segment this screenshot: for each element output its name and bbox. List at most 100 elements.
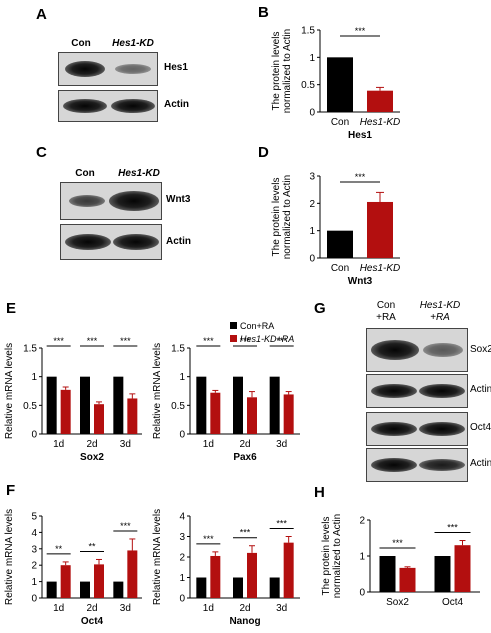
y-tick-label: 3 <box>179 532 185 543</box>
y-tick-label: 1.5 <box>171 344 185 355</box>
significance-marker: *** <box>87 336 98 346</box>
bar <box>80 376 90 434</box>
y-tick-label: 3 <box>31 544 37 555</box>
x-tick-label: Sox2 <box>386 597 409 608</box>
bar <box>80 581 90 598</box>
band-con <box>65 61 105 77</box>
western-blot-sox2 <box>366 328 468 372</box>
y-tick-label: 1 <box>179 372 185 383</box>
significance-marker: *** <box>447 523 458 533</box>
western-blot-actin <box>366 448 468 482</box>
band-con <box>371 422 417 436</box>
x-tick-label: Oct4 <box>442 597 464 608</box>
significance-marker: *** <box>240 528 251 538</box>
band-hes1-kd <box>419 422 465 436</box>
western-blot-actin <box>58 90 158 122</box>
lane-label-line1: Hes1-KD <box>419 300 461 311</box>
chart-sox2-oct4-protein: 0 1 2 The protein levels normalized to Actin… <box>321 514 480 608</box>
band-hes1-kd <box>115 64 151 74</box>
significance-marker: *** <box>203 534 214 544</box>
band-con <box>371 458 417 472</box>
panel-label-a: A <box>36 6 47 23</box>
bar <box>399 567 416 592</box>
bar <box>127 398 138 434</box>
chart-wnt3-protein: 0 1 2 3 The protein levels normalized to Acti… <box>271 172 400 288</box>
bar <box>367 90 393 112</box>
x-tick-label: 1d <box>53 439 64 450</box>
band-con <box>69 195 105 207</box>
y-tick-label: 1.5 <box>301 26 315 37</box>
bar <box>379 556 396 592</box>
bar <box>94 404 104 434</box>
y-tick-label: 0 <box>359 588 365 599</box>
lane-label-line2: +RA <box>430 312 450 323</box>
bar <box>60 389 71 434</box>
bar <box>283 542 294 598</box>
band-hes1-kd <box>109 191 159 211</box>
western-blot-wnt3 <box>60 182 162 220</box>
significance-marker: *** <box>355 172 366 182</box>
x-tick-label: 3d <box>120 603 131 614</box>
legend-label: Con+RA <box>240 321 274 331</box>
bar <box>46 581 57 598</box>
y-tick-label: 0 <box>31 430 37 441</box>
band-con <box>65 234 111 250</box>
protein-label-wnt3: Wnt3 <box>166 194 191 205</box>
significance-marker: *** <box>240 336 251 346</box>
band-hes1-kd <box>419 384 465 398</box>
bar <box>327 230 353 258</box>
western-blot-actin <box>366 374 468 408</box>
bar <box>269 376 280 434</box>
y-tick-label: 2 <box>179 553 185 564</box>
bar <box>247 397 257 434</box>
bar <box>46 376 57 434</box>
protein-label-hes1: Hes1 <box>164 62 188 73</box>
lane-label-hes1-kd-ra: Hes1-KD +RA <box>412 300 468 324</box>
y-axis-label: Relative mRNA levels <box>4 509 15 605</box>
bar <box>283 394 294 434</box>
x-tick-label: Con <box>331 263 349 274</box>
bar <box>196 376 207 434</box>
bar <box>327 57 353 112</box>
y-tick-label: 1 <box>359 552 365 563</box>
y-axis-label: The protein levels <box>271 32 282 111</box>
y-axis-label: The protein levels <box>321 517 332 596</box>
band-con <box>63 99 107 113</box>
significance-marker: *** <box>392 538 403 548</box>
y-axis-label: normalized to Actin <box>332 514 343 599</box>
y-tick-label: 0 <box>179 594 185 605</box>
x-axis-label: Sox2 <box>80 452 104 463</box>
y-tick-label: 0.5 <box>301 80 315 91</box>
bar <box>367 201 393 258</box>
band-hes1-kd <box>111 99 155 113</box>
y-tick-label: 3 <box>309 172 315 183</box>
y-tick-label: 2 <box>309 199 315 210</box>
protein-label-oct4: Oct4 <box>470 422 491 433</box>
significance-marker: *** <box>276 336 287 346</box>
panel-label-g: G <box>314 300 326 317</box>
band-hes1-kd <box>423 343 463 357</box>
band-con <box>371 384 417 398</box>
x-tick-label: 2d <box>86 439 97 450</box>
y-tick-label: 1 <box>31 372 37 383</box>
legend-swatch <box>230 322 237 329</box>
bar <box>233 577 243 598</box>
y-axis-label: Relative mRNA levels <box>152 343 163 439</box>
panel-label-c: C <box>36 144 47 161</box>
y-tick-label: 2 <box>31 561 37 572</box>
y-axis-label: The protein levels <box>271 178 282 257</box>
band-hes1-kd <box>113 234 159 250</box>
y-tick-label: 1 <box>31 577 37 588</box>
protein-label-actin: Actin <box>166 236 191 247</box>
western-blot-actin <box>60 224 162 260</box>
x-tick-label: 2d <box>239 603 250 614</box>
bar <box>233 376 243 434</box>
panel-label-h: H <box>314 484 325 501</box>
x-axis-label: Oct4 <box>81 616 104 627</box>
panel-label-b: B <box>258 4 269 21</box>
lane-label-hes1-kd: Hes1-KD <box>118 168 160 179</box>
protein-label-actin: Actin <box>470 384 491 395</box>
y-tick-label: 1 <box>179 573 185 584</box>
y-tick-label: 4 <box>179 512 185 523</box>
